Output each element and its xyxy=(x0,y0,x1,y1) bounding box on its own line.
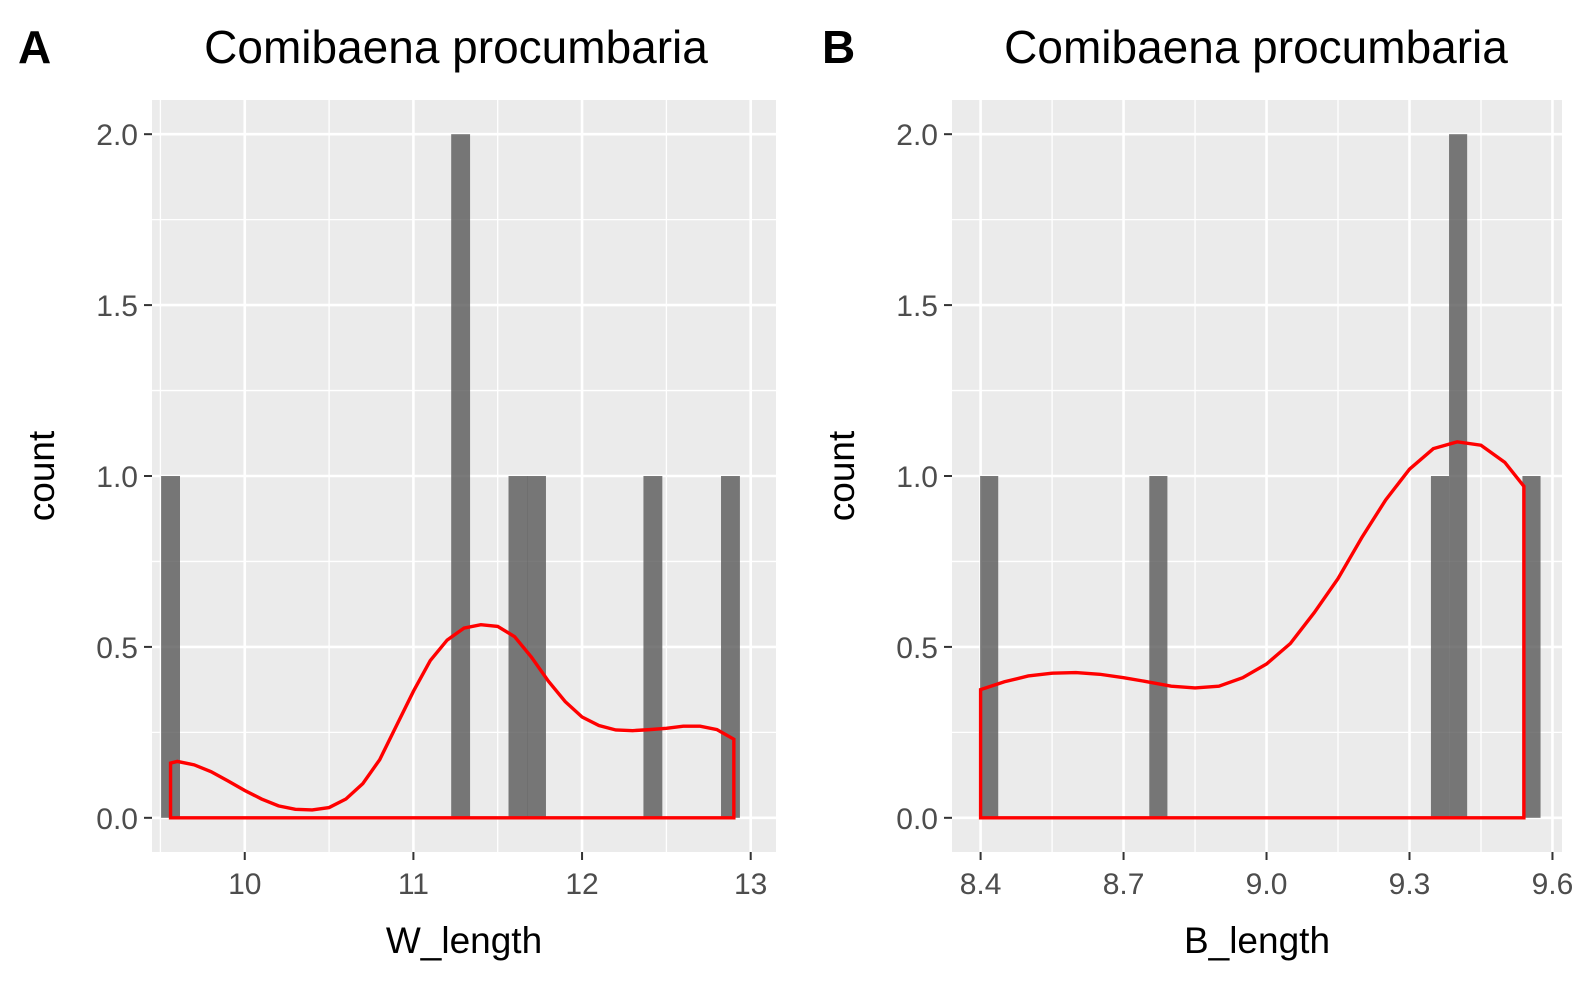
x-tick-label: 8.4 xyxy=(960,868,1002,901)
x-tick-label: 9.3 xyxy=(1389,868,1431,901)
panel-a-title: Comibaena procumbaria xyxy=(204,21,708,73)
x-ticks-a: 10 11 12 13 xyxy=(228,852,767,901)
histogram-bar xyxy=(1430,476,1450,818)
histogram-bar xyxy=(721,476,740,818)
histogram-bars-b xyxy=(980,134,1541,818)
x-tick-label: 8.7 xyxy=(1103,868,1145,901)
y-tick-label: 1.0 xyxy=(96,461,138,494)
y-tick-label: 1.5 xyxy=(896,290,938,323)
y-ticks-b: 0.0 0.5 1.0 1.5 2.0 xyxy=(896,119,952,836)
y-tick-label: 0.0 xyxy=(96,803,138,836)
x-ticks-b: 8.4 8.7 9.0 9.3 9.6 xyxy=(960,852,1574,901)
histogram-bar xyxy=(508,476,528,818)
y-tick-label: 1.5 xyxy=(96,290,138,323)
y-tick-label: 2.0 xyxy=(96,119,138,152)
x-tick-label: 13 xyxy=(734,868,767,901)
histogram-bars-a xyxy=(161,134,740,818)
panel-b: B Comibaena procumbaria 8.4 8.7 9.0 9.3 9.6 … xyxy=(821,21,1573,961)
y-tick-label: 0.5 xyxy=(896,632,938,665)
x-axis-title-b: B_length xyxy=(1184,920,1330,961)
panel-a: A Comibaena procumbaria 10 11 12 13 0.0 0.5 1… xyxy=(18,21,776,961)
histogram-bar xyxy=(527,476,546,818)
y-tick-label: 1.0 xyxy=(896,461,938,494)
x-tick-label: 9.0 xyxy=(1246,868,1288,901)
histogram-bar xyxy=(980,476,999,818)
histogram-bar xyxy=(643,476,663,818)
y-axis-title-b: count xyxy=(821,430,862,521)
density-curve-a xyxy=(168,622,736,820)
y-tick-label: 0.5 xyxy=(96,632,138,665)
histogram-bar xyxy=(1149,476,1168,818)
x-tick-label: 9.6 xyxy=(1532,868,1574,901)
x-tick-label: 12 xyxy=(565,868,598,901)
histogram-bar xyxy=(1522,476,1541,818)
histogram-bar xyxy=(161,476,180,818)
density-curve-b xyxy=(978,440,1526,820)
histogram-bar xyxy=(1449,134,1468,818)
y-tick-label: 0.0 xyxy=(896,803,938,836)
y-ticks-a: 0.0 0.5 1.0 1.5 2.0 xyxy=(96,119,152,836)
x-tick-label: 10 xyxy=(228,868,261,901)
panel-b-title: Comibaena procumbaria xyxy=(1004,21,1508,73)
y-tick-label: 2.0 xyxy=(896,119,938,152)
histogram-bar xyxy=(451,134,471,818)
panel-letter-a: A xyxy=(18,21,51,73)
x-tick-label: 11 xyxy=(398,868,429,901)
panel-letter-b: B xyxy=(822,21,855,73)
x-axis-title-a: W_length xyxy=(386,920,542,961)
y-axis-title-a: count xyxy=(21,430,62,521)
